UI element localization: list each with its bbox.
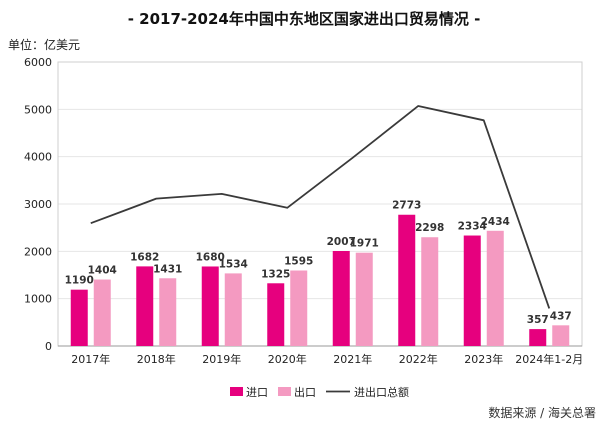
total-series-line	[90, 105, 551, 309]
x-tick-label: 2022年	[399, 352, 438, 366]
legend: 进口 出口 进出口总额	[230, 385, 409, 399]
x-tick-label: 2017年	[71, 352, 110, 366]
import-value-label: 1190	[65, 275, 94, 287]
y-tick-label: 5000	[24, 103, 52, 116]
import-bar	[136, 266, 154, 346]
import-bar	[70, 289, 88, 346]
x-tick-label: 2021年	[333, 352, 372, 366]
x-tick-label: 2023年	[464, 352, 503, 366]
export-bar	[224, 273, 242, 346]
y-tick-label: 6000	[24, 56, 52, 69]
import-bar	[529, 329, 547, 346]
y-tick-label: 1000	[24, 293, 52, 306]
export-value-label: 2434	[481, 216, 510, 228]
export-bar	[355, 252, 373, 346]
export-bar	[486, 230, 504, 346]
import-value-label: 1680	[196, 251, 225, 263]
y-tick-label: 4000	[24, 151, 52, 164]
x-axis: 2017年 2018年 2019年 2020年 2021年 2022年 2023年 2024年…	[58, 345, 583, 366]
import-bar	[332, 251, 350, 346]
y-axis: 0 1000 2000 3000 4000 5000 6000	[24, 56, 52, 353]
import-value-label: 2007	[327, 236, 356, 248]
source-label: 数据来源 / 海关总署	[488, 406, 596, 420]
x-tick-label: 2019年	[202, 352, 241, 366]
y-tick-label: 2000	[24, 245, 52, 258]
export-value-label: 1595	[284, 256, 313, 268]
export-value-label: 2298	[415, 222, 444, 234]
export-bar	[290, 270, 308, 346]
import-bar	[398, 214, 416, 346]
legend-swatch-export	[278, 387, 291, 396]
export-value-label: 1404	[88, 265, 117, 277]
x-tick-label: 2018年	[137, 352, 176, 366]
export-bar	[552, 325, 570, 346]
export-bar	[159, 278, 177, 346]
import-bar	[201, 266, 219, 346]
total-line	[90, 105, 551, 309]
unit-label: 单位：亿美元	[8, 38, 81, 52]
import-value-label: 1682	[130, 251, 159, 263]
x-tick-label: 2020年	[268, 352, 307, 366]
export-value-label: 1431	[153, 263, 182, 275]
export-bar	[421, 237, 439, 346]
import-value-label: 2773	[392, 200, 421, 212]
export-value-label: 1534	[219, 258, 248, 270]
y-tick-label: 3000	[24, 198, 52, 211]
bars	[70, 214, 570, 346]
import-bar	[463, 235, 481, 346]
legend-swatch-import	[230, 387, 243, 396]
chart-title: - 2017-2024年中国中东地区国家进出口贸易情况 -	[127, 10, 481, 28]
import-value-label: 2334	[458, 221, 487, 233]
import-value-label: 357	[527, 314, 549, 326]
data-labels: 1190 1682 1680 1325 2007 2773 2334 357 1404 1431 1…	[65, 200, 572, 326]
import-value-label: 1325	[261, 268, 290, 280]
legend-label-total: 进出口总额	[354, 385, 409, 399]
legend-label-export: 出口	[294, 385, 316, 399]
legend-label-import: 进口	[246, 386, 268, 399]
x-tick-label: 2024年1-2月	[515, 352, 583, 366]
y-tick-label: 0	[45, 340, 52, 353]
import-bar	[267, 283, 285, 346]
export-bar	[93, 279, 111, 346]
export-value-label: 437	[550, 310, 572, 322]
export-value-label: 1971	[350, 238, 379, 250]
